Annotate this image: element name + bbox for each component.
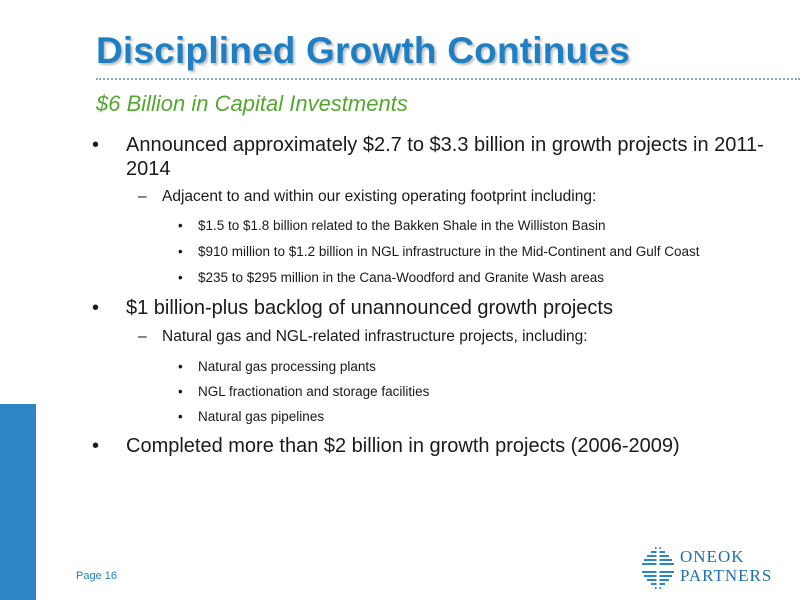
bullet-icon: •: [178, 270, 183, 285]
list-item-text: NGL fractionation and storage facilities: [198, 384, 430, 399]
bullet-text: $1 billion-plus backlog of unannounced g…: [126, 297, 613, 319]
bullet-icon: •: [92, 297, 100, 319]
sub-bullet-text: Natural gas and NGL-related infrastructu…: [162, 328, 588, 345]
bullet-icon: •: [178, 359, 183, 374]
list-item-text: Natural gas processing plants: [198, 359, 376, 374]
title-divider: [96, 78, 800, 80]
logo-mark-icon: [640, 546, 676, 590]
list-item: • Natural gas pipelines: [178, 408, 778, 426]
dash-icon: –: [138, 188, 147, 205]
bullet-icon: •: [178, 384, 183, 399]
sub-bullet-1: – Adjacent to and within our existing op…: [138, 187, 758, 207]
slide-title: Disciplined Growth Continues: [96, 30, 630, 71]
list-item: • $910 million to $1.2 billion in NGL in…: [178, 243, 778, 261]
logo-line-2: PARTNERS: [680, 566, 773, 585]
sub-bullet-text: Adjacent to and within our existing oper…: [162, 188, 597, 205]
page-number: Page 16: [76, 570, 117, 582]
list-item-text: $910 million to $1.2 billion in NGL infr…: [198, 244, 700, 259]
list-item: • $1.5 to $1.8 billion related to the Ba…: [178, 217, 778, 235]
list-item: • Natural gas processing plants: [178, 358, 778, 376]
bullet-1: • Announced approximately $2.7 to $3.3 b…: [92, 133, 772, 181]
list-item-text: $235 to $295 million in the Cana-Woodfor…: [198, 270, 604, 285]
bullet-icon: •: [92, 435, 100, 457]
bullet-icon: •: [178, 218, 183, 233]
list-item-text: Natural gas pipelines: [198, 409, 325, 424]
bullet-icon: •: [178, 244, 183, 259]
logo-wordmark: ONEOK PARTNERS: [680, 547, 772, 585]
bullet-text: Announced approximately $2.7 to $3.3 bil…: [126, 134, 764, 180]
logo-line-1: ONEOK: [680, 547, 745, 566]
bullet-3: • Completed more than $2 billion in grow…: [92, 434, 772, 458]
list-item: • $235 to $295 million in the Cana-Woodf…: [178, 269, 778, 287]
left-accent-bar: [0, 404, 36, 600]
bullet-icon: •: [92, 134, 100, 156]
bullet-2: • $1 billion-plus backlog of unannounced…: [92, 296, 772, 320]
list-item-text: $1.5 to $1.8 billion related to the Bakk…: [198, 218, 606, 233]
dash-icon: –: [138, 328, 147, 345]
bullet-icon: •: [178, 409, 183, 424]
slide-subtitle: $6 Billion in Capital Investments: [96, 91, 408, 116]
company-logo: ONEOK PARTNERS: [640, 546, 790, 590]
sub-bullet-2: – Natural gas and NGL-related infrastruc…: [138, 327, 758, 347]
bullet-text: Completed more than $2 billion in growth…: [126, 435, 680, 457]
list-item: • NGL fractionation and storage faciliti…: [178, 383, 778, 401]
